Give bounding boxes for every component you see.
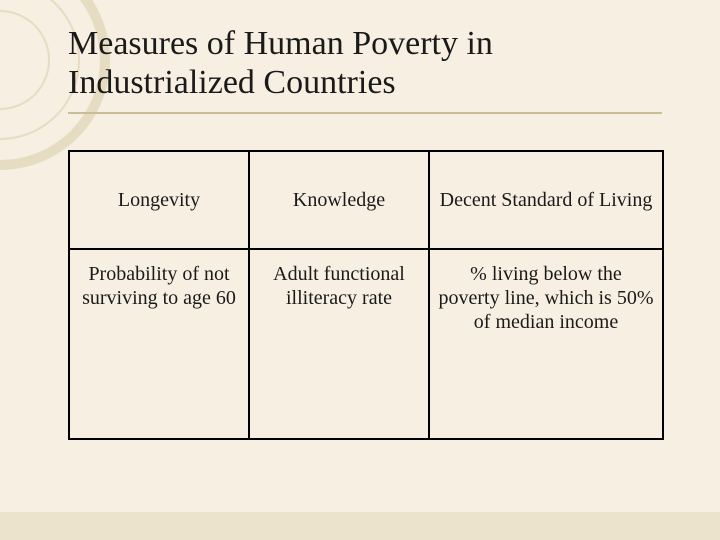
table-row: Probability of not surviving to age 60 A… [69,249,663,439]
poverty-measures-table: Longevity Knowledge Decent Standard of L… [68,150,664,440]
table-header-cell: Knowledge [249,151,429,249]
table-header-cell: Decent Standard of Living [429,151,663,249]
slide: Measures of Human Poverty in Industriali… [0,0,720,540]
table-cell: Probability of not surviving to age 60 [69,249,249,439]
table-header-cell: Longevity [69,151,249,249]
title-underline [68,112,662,114]
slide-title: Measures of Human Poverty in Industriali… [68,24,678,102]
table-row: Longevity Knowledge Decent Standard of L… [69,151,663,249]
decoration-bottom-bar [0,512,720,540]
table-cell: Adult functional illiteracy rate [249,249,429,439]
table-cell: % living below the poverty line, which i… [429,249,663,439]
